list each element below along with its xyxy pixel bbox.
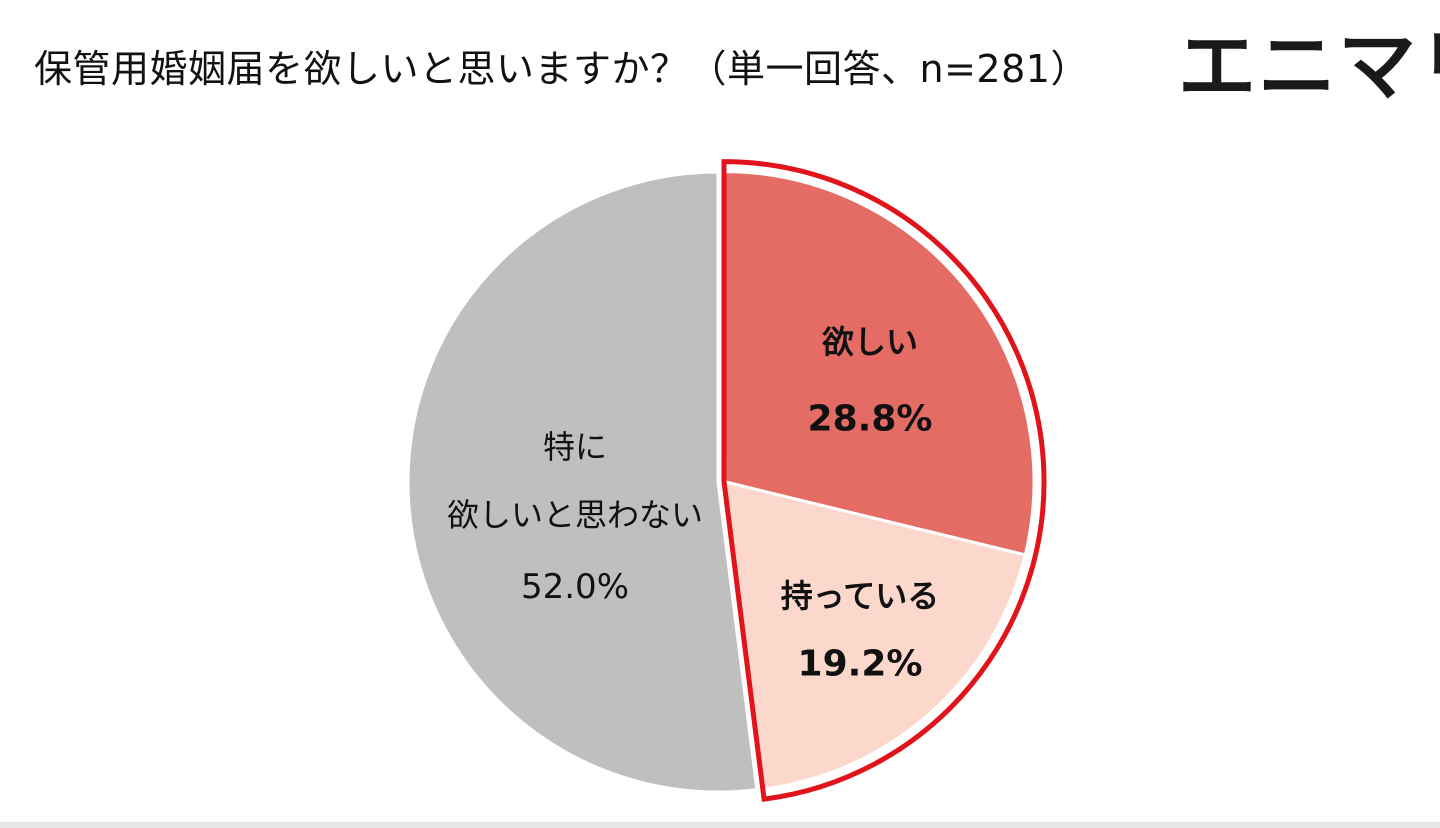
pie-slice-2 <box>406 170 759 794</box>
slice-value-1: 19.2% <box>798 644 923 685</box>
chart-title: 保管用婚姻届を欲しいと思いますか？（単一回答、n=281） <box>34 47 1089 91</box>
highlight-border <box>721 159 1047 802</box>
slice-value-0: 28.8% <box>808 399 933 440</box>
slice-label-2-line-1: 欲しいと思わない <box>447 496 703 534</box>
bottom-divider <box>0 822 1440 828</box>
brand-logo: エニマリ <box>1178 22 1440 112</box>
pie-slice-1 <box>722 479 1028 791</box>
slice-label-1: 持っている <box>781 577 939 615</box>
slice-value-2: 52.0% <box>521 567 629 607</box>
pie-slice-0 <box>722 170 1036 557</box>
slice-label-0: 欲しい <box>821 323 918 361</box>
slice-label-2-line-0: 特に <box>543 428 607 466</box>
